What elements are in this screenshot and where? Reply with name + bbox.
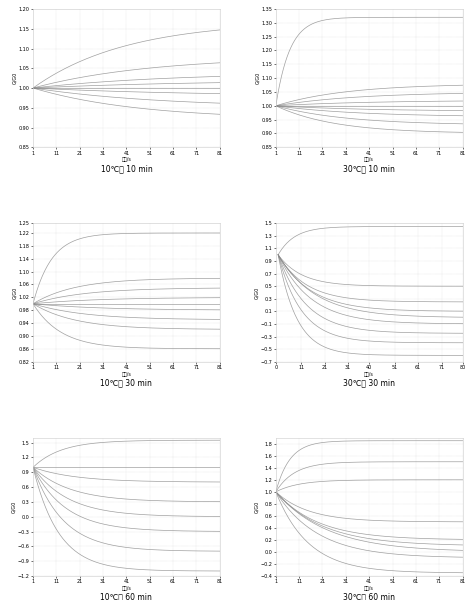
- Text: 10℃， 60 min: 10℃， 60 min: [101, 593, 152, 600]
- Y-axis label: G/G0: G/G0: [255, 72, 260, 84]
- Y-axis label: G/G0: G/G0: [254, 501, 259, 513]
- X-axis label: 时间/s: 时间/s: [364, 586, 374, 591]
- X-axis label: 时间/s: 时间/s: [121, 157, 131, 162]
- Text: 30℃， 30 min: 30℃， 30 min: [343, 379, 395, 388]
- Text: 30℃， 60 min: 30℃， 60 min: [343, 593, 395, 600]
- X-axis label: 时间/s: 时间/s: [364, 371, 374, 377]
- X-axis label: 时间/s: 时间/s: [364, 157, 374, 162]
- Y-axis label: G/G0: G/G0: [11, 501, 17, 513]
- Text: 10℃， 30 min: 10℃， 30 min: [101, 379, 152, 388]
- X-axis label: 时间/s: 时间/s: [121, 371, 131, 377]
- X-axis label: 时间/s: 时间/s: [121, 586, 131, 591]
- Text: 30℃， 10 min: 30℃， 10 min: [343, 164, 395, 173]
- Text: 10℃， 10 min: 10℃， 10 min: [101, 164, 152, 173]
- Y-axis label: G/G0: G/G0: [12, 286, 17, 299]
- Y-axis label: G/G0: G/G0: [12, 72, 17, 84]
- Y-axis label: G/G0: G/G0: [254, 286, 259, 299]
